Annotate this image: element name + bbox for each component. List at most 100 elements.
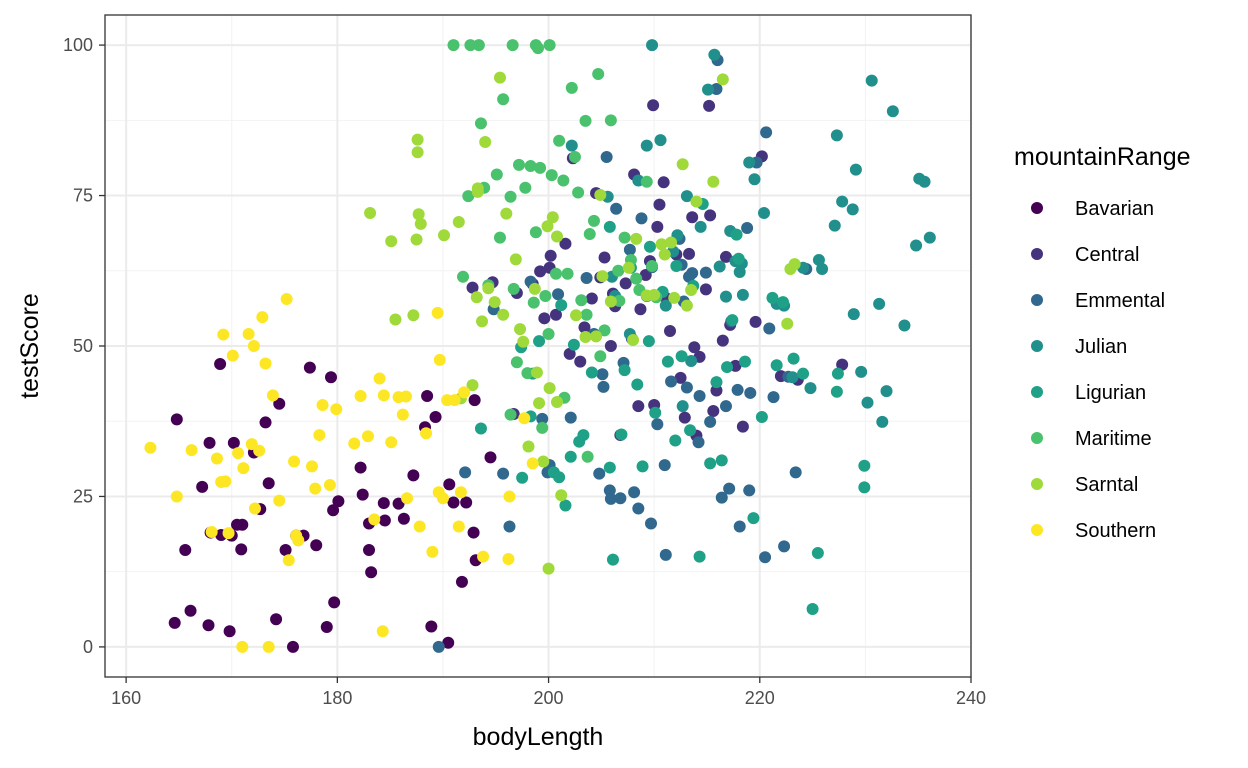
point-sarntal [533,397,546,410]
point-julian [748,173,761,186]
point-bavarian [202,619,215,632]
point-julian [880,385,893,398]
point-central [657,176,670,189]
point-sarntal [385,235,398,248]
point-ligurian [618,364,631,377]
point-central [683,247,696,260]
x-tick-label: 180 [322,688,352,708]
point-maritime [612,264,625,277]
point-central [716,334,729,347]
point-maritime [583,228,596,241]
point-sarntal [497,308,510,321]
point-southern [210,452,223,465]
point-julian [694,220,707,233]
point-ligurian [721,361,734,374]
point-southern [222,527,235,540]
point-julian [804,382,817,395]
point-maritime [587,214,600,227]
point-sarntal [622,261,635,274]
point-maritime [457,270,470,283]
point-bavarian [279,544,292,557]
point-bavarian [455,575,468,588]
point-emmental [692,436,705,449]
point-bavarian [270,613,283,626]
point-ligurian [693,550,706,563]
point-bavarian [425,620,438,633]
point-julian [702,83,715,96]
point-central [678,411,691,424]
legend-key-central [1031,248,1043,260]
point-central [619,277,632,290]
point-ligurian [603,220,616,233]
point-emmental [635,212,648,225]
point-julian [659,299,672,312]
point-maritime [646,259,659,272]
point-maritime [579,114,592,127]
point-ligurian [684,424,697,437]
y-tick-label: 0 [83,637,93,657]
point-maritime [447,39,460,52]
point-ligurian [649,406,662,419]
legend-label-central: Central [1075,244,1139,266]
point-central [707,404,720,417]
point-southern [330,403,343,416]
point-ligurian [559,499,572,512]
point-julian [828,219,841,232]
point-ligurian [715,454,728,467]
y-axis: 0 25 50 75 100 [63,35,105,657]
point-sarntal [594,188,607,201]
point-sarntal [658,248,671,261]
x-tick-label: 240 [956,688,986,708]
point-julian [836,195,849,208]
point-southern [368,513,381,526]
legend-items: Bavarian Central Emmental Julian Ligurian Mar… [1031,198,1165,542]
point-bavarian [235,543,248,556]
point-ligurian [797,367,810,380]
point-julian [680,190,693,203]
point-emmental [614,492,627,505]
point-emmental [659,548,672,561]
point-emmental [743,484,756,497]
point-southern [458,386,471,399]
point-emmental [731,383,744,396]
point-maritime [592,67,605,80]
point-central [549,308,562,321]
legend-key-bavarian [1031,202,1043,214]
point-emmental [767,391,780,404]
point-ligurian [747,512,760,525]
point-sarntal [546,211,559,224]
point-sarntal [411,133,424,146]
point-southern [309,482,322,495]
point-central [688,341,701,354]
point-julian [708,48,721,61]
point-bavarian [363,544,376,557]
point-maritime [493,231,506,244]
point-central [836,358,849,371]
point-emmental [699,266,712,279]
point-ligurian [603,461,616,474]
point-southern [399,390,412,403]
point-emmental [651,418,664,431]
point-sarntal [596,270,609,283]
point-maritime [604,114,617,127]
point-emmental [632,502,645,515]
point-julian [849,163,862,176]
point-southern [373,372,386,385]
point-central [736,420,749,433]
point-maritime [598,324,611,337]
point-emmental [741,222,754,235]
point-sarntal [528,282,541,295]
point-maritime [580,308,593,321]
point-sarntal [410,233,423,246]
point-ligurian [643,240,656,253]
point-southern [385,436,398,449]
legend-title: mountainRange [1014,143,1191,171]
point-sarntal [680,299,693,312]
point-bavarian [168,616,181,629]
y-tick-label: 50 [73,336,93,356]
point-southern [219,475,232,488]
point-maritime [630,272,643,285]
point-emmental [704,415,717,428]
point-bavarian [227,436,240,449]
point-bavarian [447,496,460,509]
